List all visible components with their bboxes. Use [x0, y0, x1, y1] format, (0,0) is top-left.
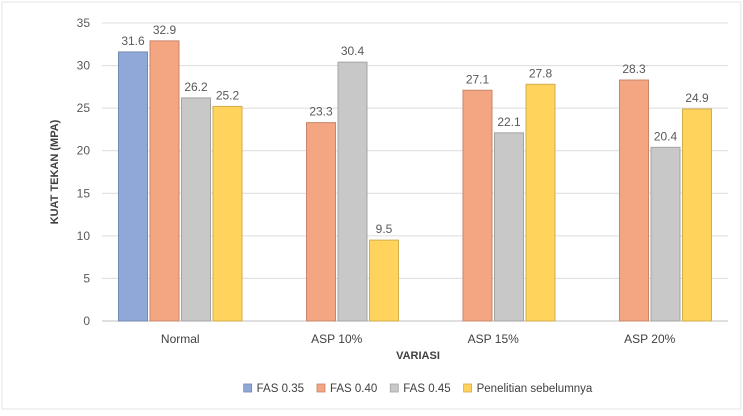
data-label: 9.5: [376, 222, 393, 236]
y-axis-title: KUAT TEKAN (MPA): [49, 119, 61, 224]
legend-swatch: [316, 383, 326, 393]
y-tick-label: 15: [77, 186, 91, 200]
bar: [650, 146, 681, 322]
bar: [682, 108, 712, 322]
data-label: 28.3: [622, 62, 646, 76]
bar: [212, 105, 243, 322]
y-tick-label: 25: [77, 101, 91, 115]
x-category-label: Normal: [161, 332, 200, 346]
data-label: 23.3: [309, 105, 333, 119]
bar: [149, 40, 180, 322]
x-axis-title: VARIASI: [396, 350, 440, 362]
bar: [181, 97, 211, 322]
legend-label: FAS 0.35: [257, 383, 304, 395]
bar: [369, 239, 399, 322]
data-label: 22.1: [497, 115, 521, 129]
data-label: 27.8: [529, 66, 553, 80]
bar: [462, 89, 493, 322]
data-label: 20.4: [654, 129, 678, 143]
bar: [619, 79, 649, 322]
bar: [118, 51, 148, 322]
x-category-label: ASP 20%: [624, 332, 675, 346]
legend-label: FAS 0.45: [403, 383, 450, 395]
y-tick-label: 30: [77, 59, 91, 73]
y-tick-label: 35: [77, 16, 91, 30]
bar: [306, 122, 336, 322]
x-category-label: ASP 15%: [468, 332, 519, 346]
data-label: 31.6: [121, 34, 145, 48]
legend-swatch: [243, 383, 253, 393]
data-label: 25.2: [216, 88, 240, 102]
y-tick-label: 0: [83, 314, 90, 328]
data-labels: 31.6 32.9 26.2 25.2 23.3 30.4 9.5 27.1 22.1 27.8 2…: [121, 23, 709, 236]
data-label: 32.9: [153, 23, 177, 37]
bar: [525, 83, 556, 322]
legend-label: Penelitian sebelumnya: [477, 383, 593, 395]
legend-label: FAS 0.40: [330, 383, 377, 395]
x-category-label: ASP 10%: [311, 332, 362, 346]
bar: [494, 132, 524, 322]
y-tick-label: 20: [77, 144, 91, 158]
bar: [337, 61, 368, 322]
data-label: 24.9: [685, 91, 709, 105]
data-label: 30.4: [341, 44, 365, 58]
y-axis-ticks: 0 5 10 15 20 25 30 35: [77, 16, 91, 328]
y-tick-label: 5: [83, 271, 90, 285]
legend: FAS 0.35 FAS 0.40 FAS 0.45 Penelitian sebel…: [243, 383, 593, 395]
x-axis-categories: Normal ASP 10% ASP 15% ASP 20%: [161, 332, 676, 346]
legend-swatch: [389, 383, 399, 393]
y-tick-label: 10: [77, 229, 91, 243]
data-label: 27.1: [466, 72, 490, 86]
data-label: 26.2: [184, 80, 208, 94]
legend-swatch: [463, 383, 473, 393]
bars: [118, 40, 712, 322]
